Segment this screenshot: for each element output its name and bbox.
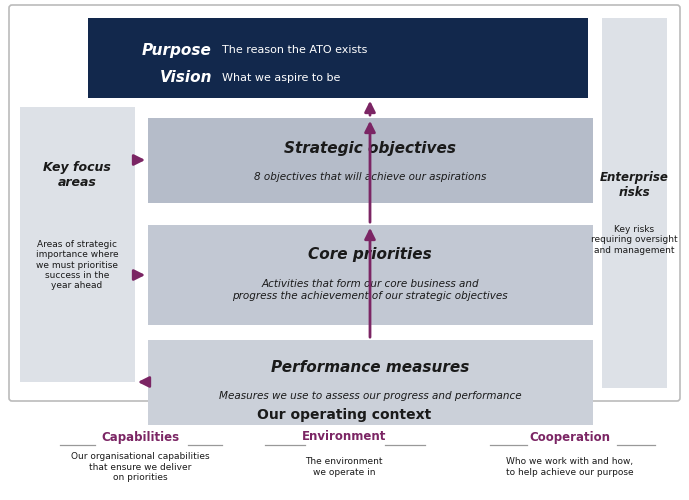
Text: Activities that form our core business and
progress the achievement of our strat: Activities that form our core business a… [232, 279, 508, 301]
Bar [148, 118, 593, 203]
Text: 8 objectives that will achieve our aspirations: 8 objectives that will achieve our aspir… [254, 172, 486, 182]
Text: Enterprise
risks: Enterprise risks [599, 171, 668, 199]
Text: Capabilities: Capabilities [101, 430, 179, 444]
Text: Performance measures: Performance measures [271, 360, 469, 374]
Text: Who we work with and how,
to help achieve our purpose: Who we work with and how, to help achiev… [506, 458, 634, 476]
Bar [88, 18, 588, 98]
Text: Environment: Environment [302, 430, 387, 444]
Text: The environment
we operate in: The environment we operate in [305, 458, 383, 476]
Bar [20, 107, 135, 382]
Text: Our operating context: Our operating context [258, 408, 431, 422]
Text: Measures we use to assess our progress and performance: Measures we use to assess our progress a… [218, 391, 522, 401]
Text: Strategic objectives: Strategic objectives [284, 140, 456, 156]
Text: Key risks
requiring oversight
and management: Key risks requiring oversight and manage… [590, 225, 677, 255]
FancyBboxPatch shape [9, 5, 680, 401]
Text: Areas of strategic
importance where
we must prioritise
success in the
year ahead: Areas of strategic importance where we m… [36, 240, 119, 290]
Bar [148, 225, 593, 325]
Bar [602, 18, 667, 388]
Text: Vision: Vision [159, 70, 212, 86]
Text: Core priorities: Core priorities [308, 248, 432, 262]
Text: Key focus
areas: Key focus areas [43, 161, 111, 189]
Text: Our organisational capabilities
that ensure we deliver
on priorities: Our organisational capabilities that ens… [71, 452, 209, 482]
Text: Cooperation: Cooperation [530, 430, 610, 444]
Bar [148, 340, 593, 425]
Text: Purpose: Purpose [142, 42, 212, 58]
Text: What we aspire to be: What we aspire to be [215, 73, 340, 83]
Text: The reason the ATO exists: The reason the ATO exists [215, 45, 367, 55]
